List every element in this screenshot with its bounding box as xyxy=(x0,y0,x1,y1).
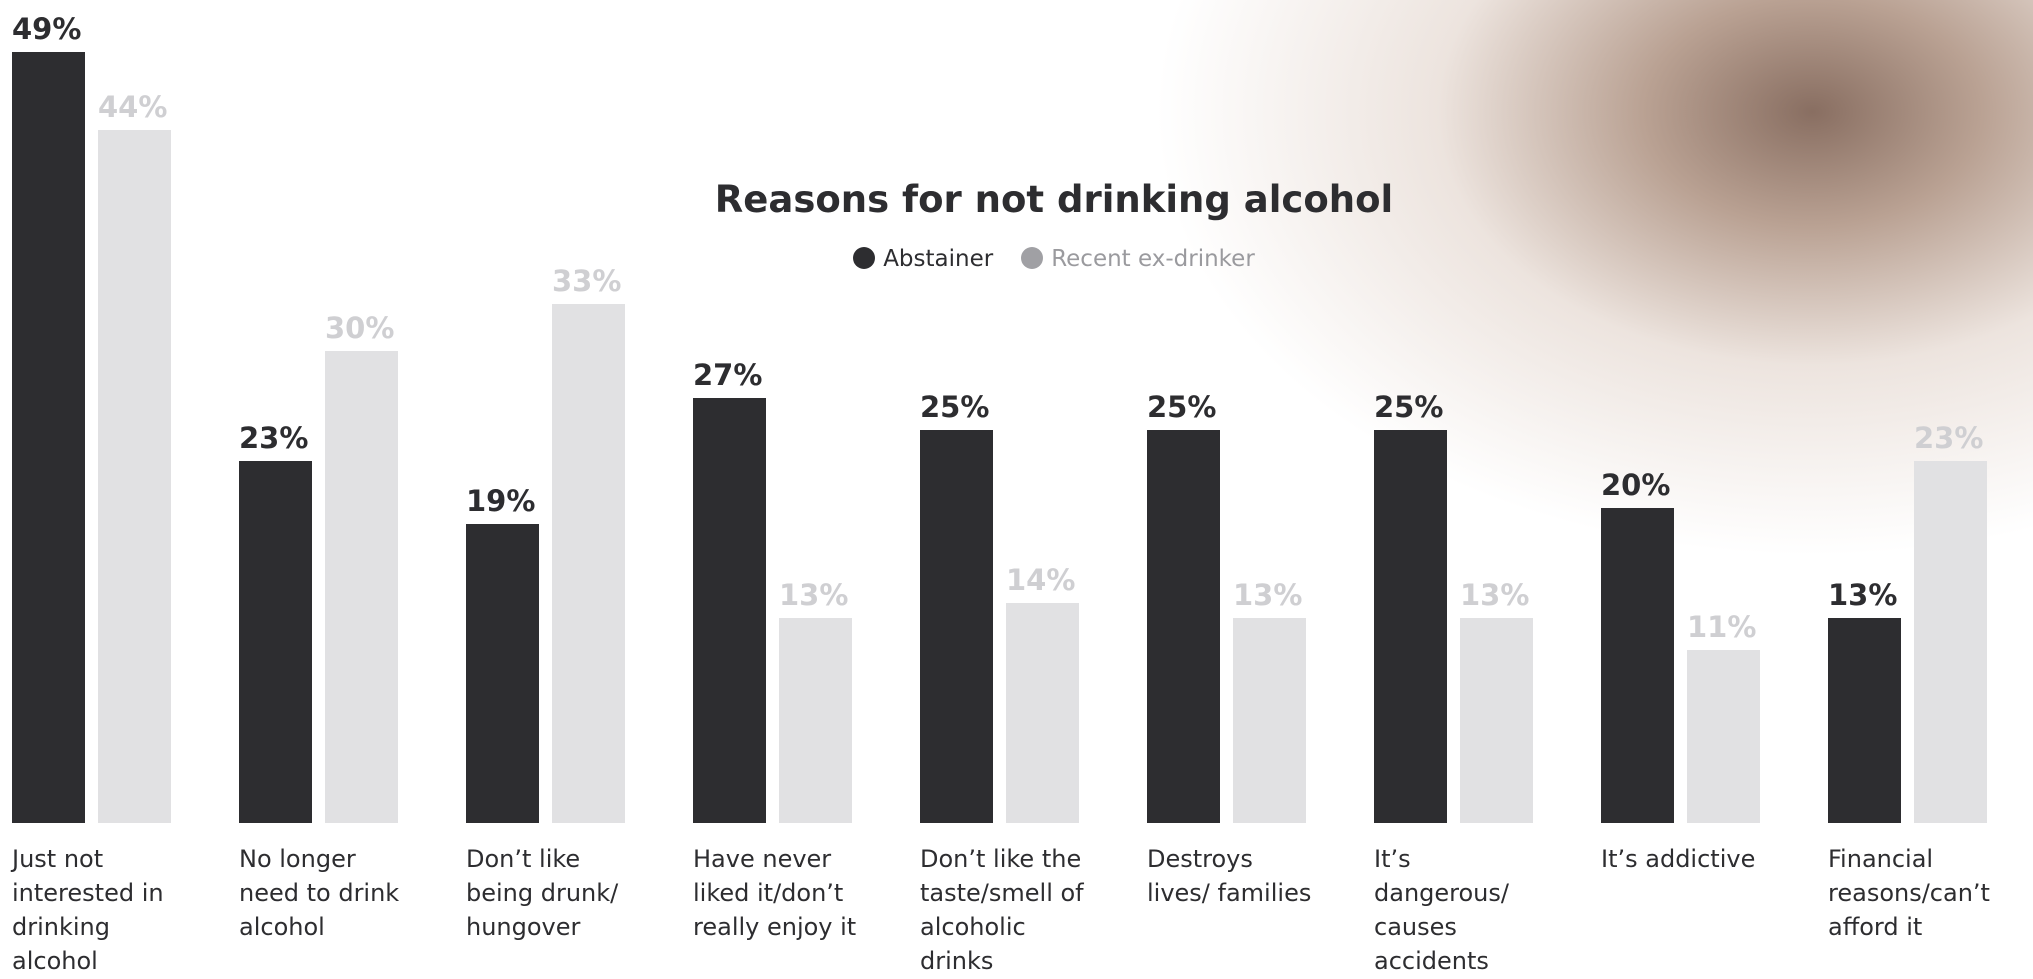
value-label: 14% xyxy=(1006,562,1076,597)
bar xyxy=(325,350,398,823)
bar xyxy=(12,51,85,823)
chart-title: Reasons for not drinking alcohol xyxy=(714,178,1394,221)
bar xyxy=(920,429,993,823)
value-label: 49% xyxy=(12,11,82,46)
bar xyxy=(693,398,766,823)
legend-item: Abstainer xyxy=(853,246,993,272)
legend-item: Recent ex-drinker xyxy=(1021,246,1255,272)
bar xyxy=(98,130,171,823)
bar xyxy=(1374,429,1447,823)
x-tick-label: Don’t like being drunk/ hungover xyxy=(466,845,619,941)
x-tick-label: No longer need to drink alcohol xyxy=(239,845,400,941)
value-label: 13% xyxy=(1233,578,1303,613)
value-label: 13% xyxy=(1460,578,1530,613)
value-label: 44% xyxy=(98,90,168,125)
x-tick-label: Don’t like the taste/smell of alcoholic … xyxy=(920,845,1084,975)
value-label: 25% xyxy=(1374,389,1444,424)
value-label: 25% xyxy=(1147,389,1217,424)
bar xyxy=(1006,602,1079,823)
bar xyxy=(1233,618,1306,823)
bar xyxy=(239,460,312,823)
value-label: 19% xyxy=(466,483,536,518)
value-label: 23% xyxy=(239,420,309,455)
x-tick-label: Financial reasons/can’t afford it xyxy=(1828,845,1990,941)
bar xyxy=(1601,508,1674,823)
x-tick-label: It’s addictive xyxy=(1601,845,1756,873)
legend: Abstainer Recent ex-drinker xyxy=(0,246,2033,272)
bar xyxy=(1460,618,1533,823)
x-tick-label: Just not interested in drinking alcohol xyxy=(12,845,164,975)
bar xyxy=(552,303,625,823)
x-tick-label: Have never liked it/don’t really enjoy i… xyxy=(693,845,857,941)
legend-label: Recent ex-drinker xyxy=(1051,246,1255,272)
value-label: 27% xyxy=(693,358,763,393)
bar xyxy=(1687,649,1760,823)
value-label: 13% xyxy=(779,578,849,613)
bar xyxy=(1147,429,1220,823)
legend-swatch xyxy=(853,247,876,269)
value-label: 33% xyxy=(552,263,622,298)
x-tick-label: Destroys lives/ families xyxy=(1147,845,1312,907)
value-label: 23% xyxy=(1914,420,1984,455)
bar xyxy=(779,618,852,823)
legend-swatch xyxy=(1021,247,1044,269)
value-label: 11% xyxy=(1687,609,1757,644)
value-label: 13% xyxy=(1828,578,1898,613)
value-label: 20% xyxy=(1601,468,1671,503)
background-photo xyxy=(1150,0,2033,560)
bar xyxy=(1828,618,1901,823)
value-label: 30% xyxy=(325,310,395,345)
bar xyxy=(466,523,539,823)
x-tick-label: It’s dangerous/ causes accidents xyxy=(1374,845,1509,975)
bar xyxy=(1914,460,1987,823)
value-label: 25% xyxy=(920,389,990,424)
legend-label: Abstainer xyxy=(883,246,994,272)
